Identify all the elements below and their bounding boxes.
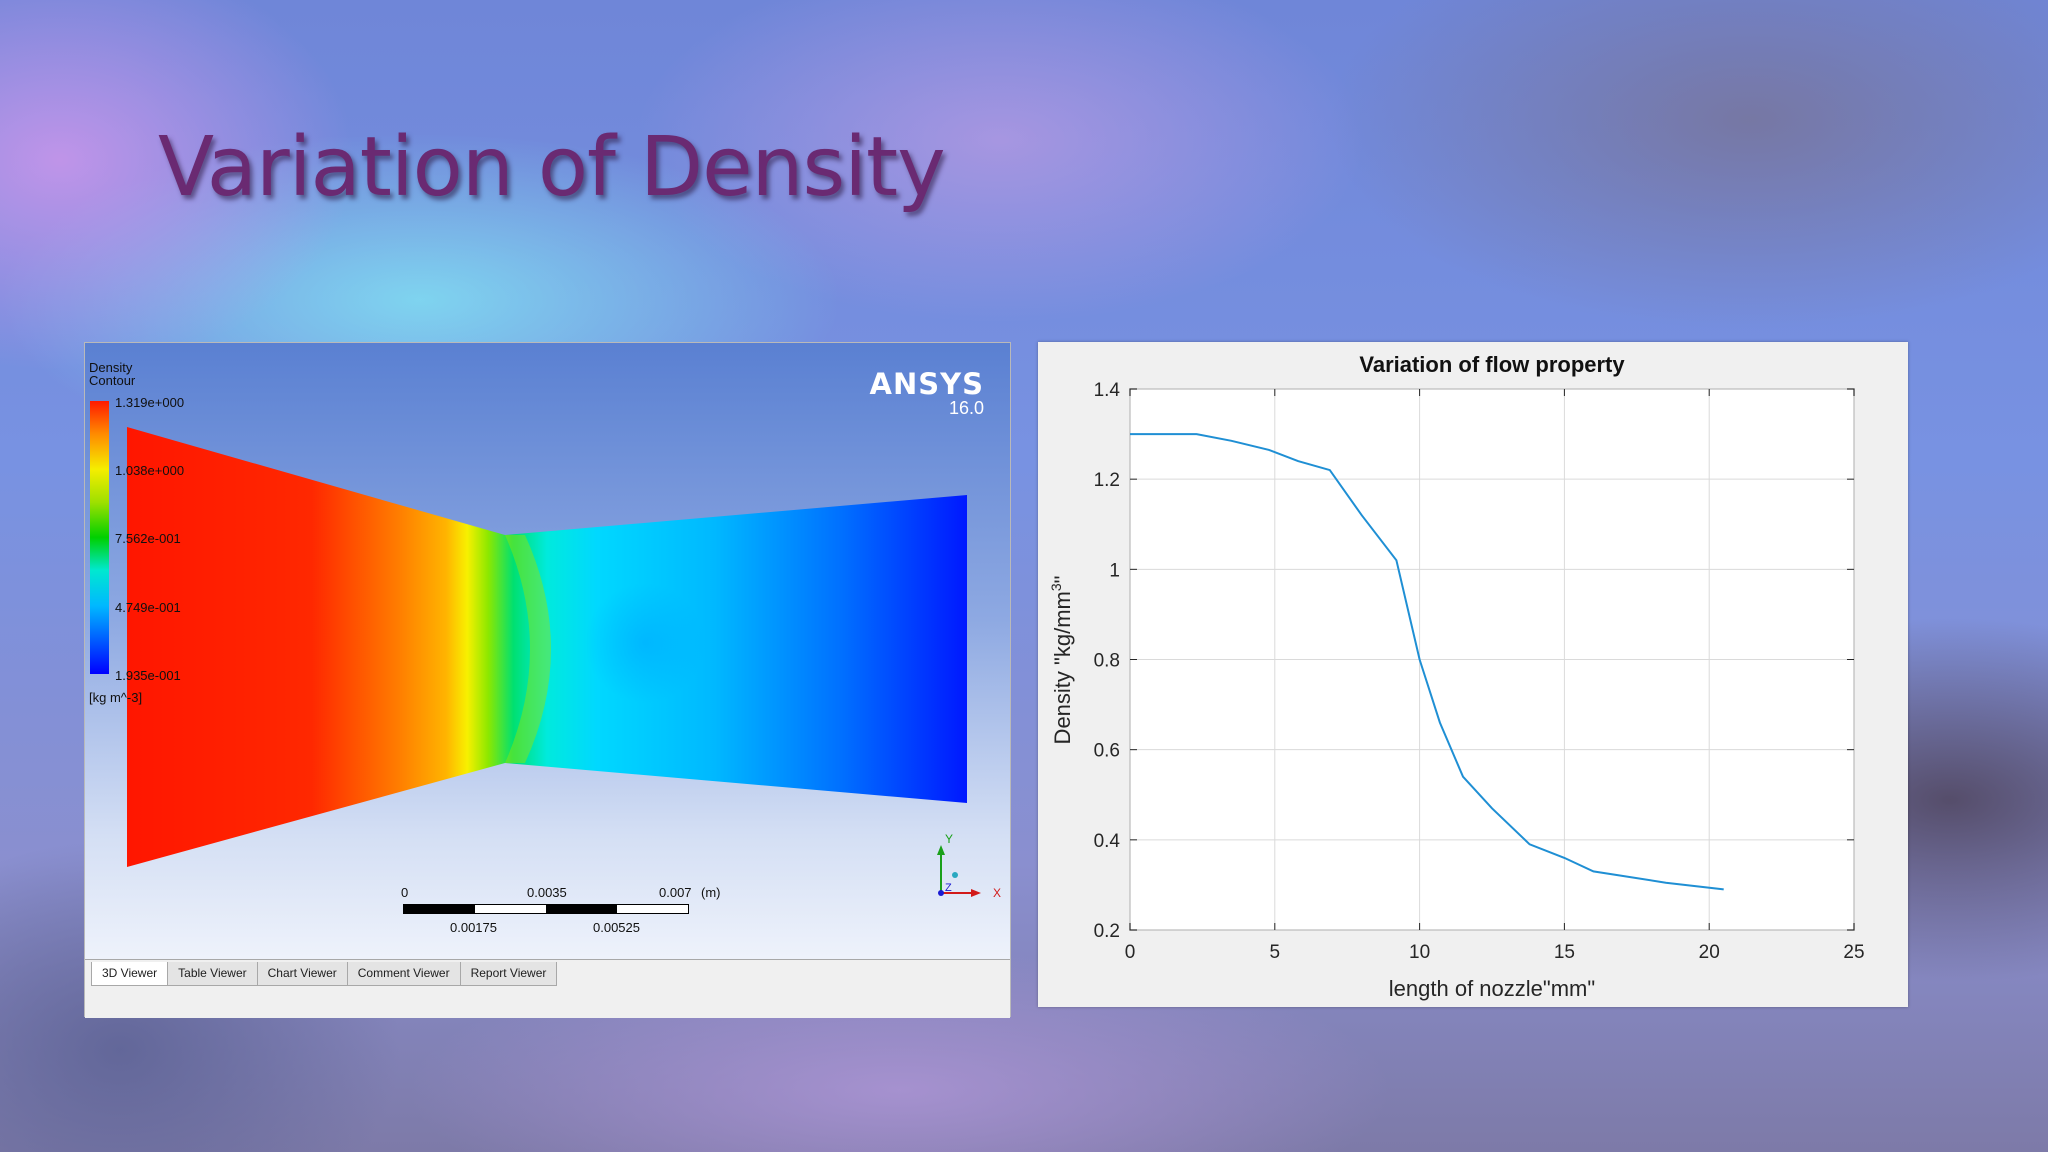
scale-bar — [403, 904, 689, 914]
ansys-brand: ANSYS — [869, 367, 984, 401]
density-line-chart: 0 5 10 15 20 25 0.2 0.4 0.6 0.8 1 1.2 1.4 Variation … — [1048, 352, 1865, 1001]
scale-label: (m) — [701, 885, 721, 900]
chart-title: Variation of flow property — [1359, 352, 1625, 377]
triad-z-label: Z — [945, 882, 952, 894]
tab-report-viewer[interactable]: Report Viewer — [459, 962, 558, 986]
density-chart-panel: 0 5 10 15 20 25 0.2 0.4 0.6 0.8 1 1.2 1.4 Variation … — [1038, 342, 1908, 1007]
x-tick-label: 5 — [1270, 942, 1281, 963]
x-tick-label: 20 — [1699, 942, 1720, 963]
density-colorbar — [90, 401, 109, 674]
scale-label: 0.00175 — [450, 920, 497, 935]
slide-title: Variation of Density — [158, 120, 946, 215]
axis-triad[interactable]: Y X Z — [925, 831, 1005, 911]
nozzle-contour — [127, 427, 967, 867]
legend-title: Density Contour — [89, 361, 135, 387]
3d-viewport[interactable]: Density Contour 1.319e+000 1.038e+000 7.… — [85, 343, 1010, 959]
x-tick-label: 10 — [1409, 942, 1430, 963]
legend-title-line1: Density — [89, 360, 133, 375]
y-tick-label: 0.4 — [1094, 831, 1121, 852]
legend-label: 1.038e+000 — [115, 463, 185, 478]
y-axis-label: Density "kg/mm3" — [1048, 576, 1075, 745]
legend-label: 1.935e-001 — [115, 668, 181, 683]
tab-table-viewer[interactable]: Table Viewer — [167, 962, 258, 986]
scale-label: 0.0035 — [527, 885, 567, 900]
x-tick-label: 25 — [1843, 942, 1864, 963]
x-tick-label: 15 — [1554, 942, 1575, 963]
tab-comment-viewer[interactable]: Comment Viewer — [346, 962, 461, 986]
viewer-tabs: 3D Viewer Table Viewer Chart Viewer Comment… — [91, 962, 558, 986]
triad-y-label: Y — [945, 832, 953, 846]
scale-label: 0 — [401, 885, 409, 900]
density-series-line — [1130, 433, 1724, 891]
triad-x-label: X — [993, 886, 1001, 900]
y-tick-label: 1.2 — [1094, 470, 1120, 491]
y-axis-label-main: Density "kg/mm — [1050, 591, 1075, 744]
tab-chart-viewer[interactable]: Chart Viewer — [256, 962, 348, 986]
axis-ticks: 0 5 10 15 20 25 0.2 0.4 0.6 0.8 1 1.2 1.4 — [1094, 380, 1865, 963]
legend-label: 1.319e+000 — [115, 395, 185, 410]
ansys-logo: ANSYS 16.0 — [870, 369, 985, 417]
legend-title-line2: Contour — [89, 373, 136, 388]
ansys-version: 16.0 — [948, 398, 984, 418]
y-tick-label: 1 — [1109, 560, 1120, 581]
x-axis-label: length of nozzle"mm" — [1389, 976, 1595, 1001]
scale-label: 0.00525 — [593, 920, 640, 935]
y-tick-label: 0.8 — [1094, 651, 1120, 672]
legend-label: 4.749e-001 — [115, 600, 181, 615]
tab-3d-viewer[interactable]: 3D Viewer — [91, 962, 169, 986]
y-axis-label-sup: 3 — [1048, 583, 1064, 591]
y-tick-label: 1.4 — [1094, 380, 1121, 401]
viewer-tab-bar: 3D Viewer Table Viewer Chart Viewer Comment… — [85, 959, 1010, 1018]
y-tick-label: 0.6 — [1094, 741, 1120, 762]
x-tick-label: 0 — [1125, 942, 1136, 963]
y-tick-label: 0.2 — [1094, 921, 1120, 942]
ansys-viewer-panel: Density Contour 1.319e+000 1.038e+000 7.… — [84, 342, 1011, 1018]
y-axis-label-end: " — [1050, 576, 1075, 584]
legend-unit: [kg m^-3] — [89, 690, 143, 705]
legend-label: 7.562e-001 — [115, 531, 181, 546]
scale-label: 0.007 — [659, 885, 692, 900]
